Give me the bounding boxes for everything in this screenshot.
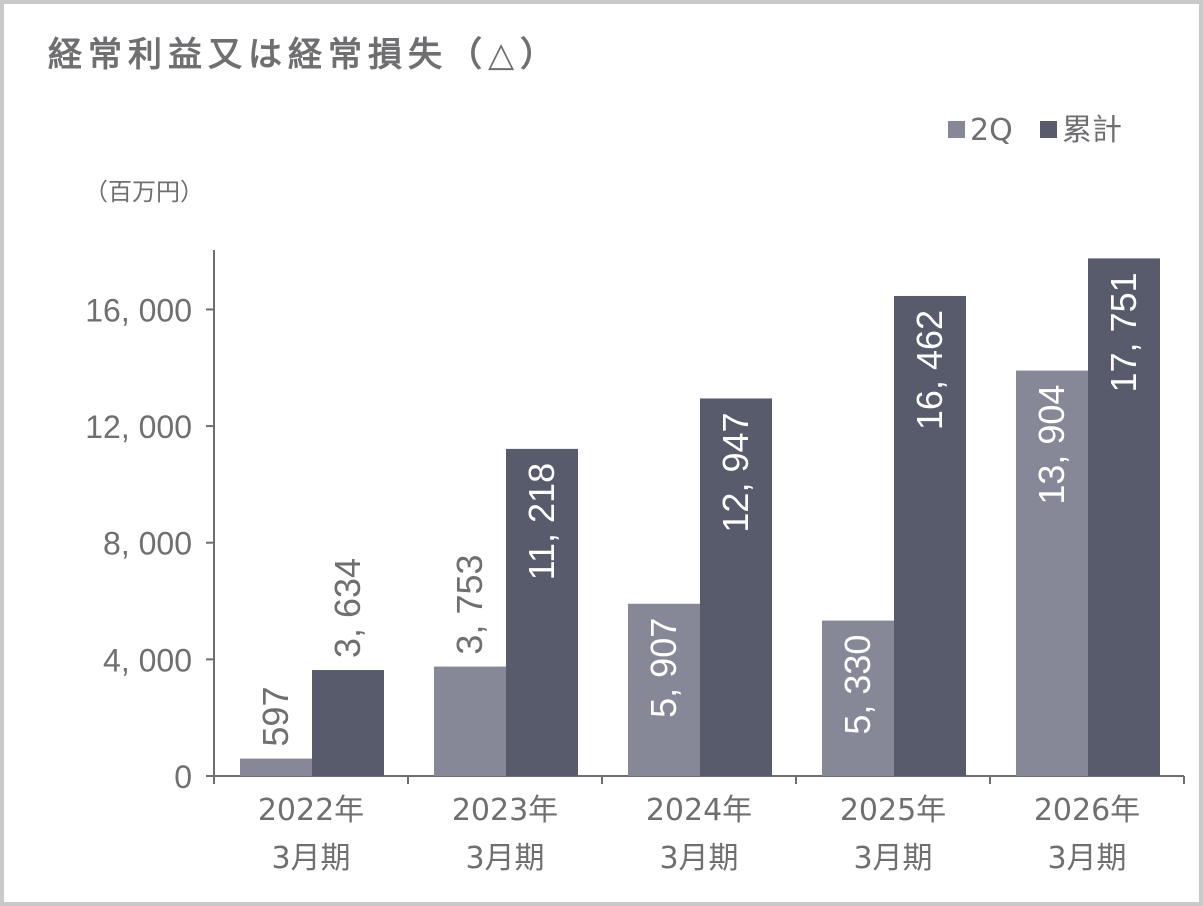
y-tick-label: 0 — [174, 759, 192, 795]
legend-swatch — [1040, 121, 1057, 138]
x-tick-label-period: 3月期 — [271, 841, 350, 876]
bar-2q — [240, 758, 312, 776]
bar-2q — [822, 620, 894, 776]
legend-label: 累計 — [1062, 113, 1122, 148]
data-label: 12, 947 — [715, 412, 756, 532]
bar-2q — [1016, 370, 1088, 776]
x-tick-label-year: 2025年 — [840, 793, 946, 828]
bar-chart: 経常利益又は経常損失（△） 2Q 累計 （百万円） 0 4, 000 8, 000 12… — [48, 35, 1185, 876]
bar-cumulative — [506, 448, 578, 776]
data-label: 5, 330 — [837, 635, 878, 735]
data-label: 3, 753 — [449, 554, 490, 654]
x-tick-label-year: 2023年 — [452, 793, 558, 828]
axes: 0 4, 000 8, 000 12, 000 16, 000 2022年 3月期 2023年… — [85, 250, 1185, 876]
legend-label: 2Q — [970, 113, 1013, 148]
y-tick-label: 8, 000 — [103, 526, 192, 562]
data-label: 5, 907 — [643, 618, 684, 718]
data-label: 11, 218 — [521, 463, 562, 580]
bar-cumulative — [700, 398, 772, 776]
bar-2q — [434, 666, 506, 776]
x-tick-label-year: 2022年 — [258, 793, 364, 828]
data-labels: 597 3, 753 5, 907 5, 330 13, 904 3, 634 11, 21… — [255, 272, 1144, 746]
legend: 2Q 累計 — [948, 113, 1122, 148]
bars — [240, 258, 1160, 776]
x-tick-label-period: 3月期 — [853, 841, 932, 876]
y-tick-label: 4, 000 — [103, 642, 192, 678]
bar-cumulative — [1088, 258, 1160, 776]
data-label: 17, 751 — [1103, 272, 1144, 392]
y-tick-label: 12, 000 — [85, 409, 192, 445]
legend-swatch — [948, 121, 965, 138]
data-label: 3, 634 — [327, 558, 368, 658]
data-label: 16, 462 — [909, 310, 950, 430]
unit-label: （百万円） — [84, 178, 204, 206]
x-tick-label-year: 2026年 — [1034, 793, 1140, 828]
data-label: 597 — [255, 687, 296, 747]
chart-title: 経常利益又は経常損失（△） — [48, 35, 560, 75]
y-tick-label: 16, 000 — [85, 292, 192, 328]
x-tick-label-period: 3月期 — [465, 841, 544, 876]
data-label: 13, 904 — [1031, 385, 1072, 505]
x-tick-label-period: 3月期 — [659, 841, 738, 876]
bar-cumulative — [312, 670, 384, 776]
x-tick-label-year: 2024年 — [646, 793, 752, 828]
bar-cumulative — [894, 295, 966, 776]
bar-2q — [628, 603, 700, 776]
x-tick-label-period: 3月期 — [1047, 841, 1126, 876]
